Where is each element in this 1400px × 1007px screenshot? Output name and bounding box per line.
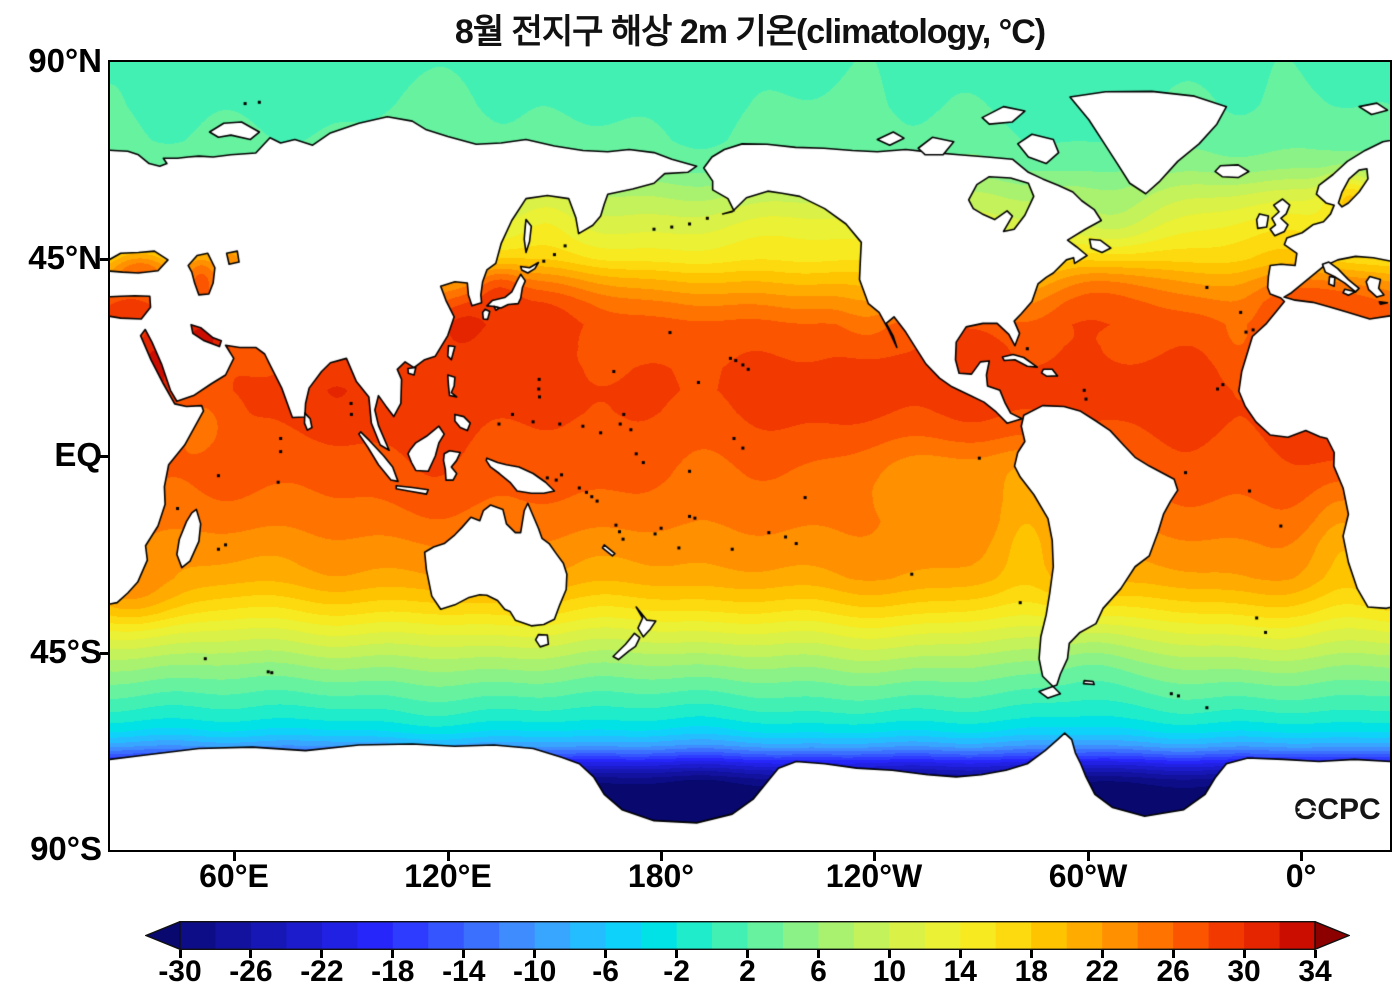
colorbar-tick-label: -18 (371, 955, 415, 988)
lon-label-60w: 60°W (1048, 858, 1128, 894)
lon-label-120e: 120°E (404, 858, 492, 894)
colorbar-tick-label: -14 (442, 955, 486, 988)
colorbar-tick (1313, 950, 1317, 958)
axis-tick (872, 852, 876, 861)
colorbar-tick (533, 950, 537, 958)
axis-tick (1299, 852, 1303, 861)
colorbar-tick (675, 950, 679, 958)
colorbar-tick (604, 950, 608, 958)
axis-tick (232, 852, 236, 861)
colorbar-tick (462, 950, 466, 958)
lon-label-180: 180° (627, 858, 695, 894)
axis-tick (100, 454, 108, 458)
colorbar-tick (391, 950, 395, 958)
colorbar-tick (887, 950, 891, 958)
lat-label-eq: EQ (54, 436, 102, 473)
lon-label-60e: 60°E (199, 858, 269, 894)
colorbar-tick-label: 14 (943, 955, 977, 988)
map-frame: OCPC (108, 60, 1392, 852)
lon-label-0: 0° (1285, 858, 1317, 894)
ocpc-logo: OCPC (1294, 791, 1394, 831)
axis-tick (100, 651, 108, 655)
colorbar-tick-label: 26 (1156, 955, 1190, 988)
colorbar-tick (178, 950, 182, 958)
axis-tick (659, 852, 663, 861)
colorbar-tick-label: -30 (158, 955, 202, 988)
colorbar-tick-label: 22 (1085, 955, 1119, 988)
colorbar-tick-label: 6 (810, 955, 827, 988)
ocean-waves-icon (1297, 805, 1317, 816)
colorbar-tick-label: 18 (1014, 955, 1048, 988)
colorbar-tick (958, 950, 962, 958)
colorbar-tick-label: -26 (229, 955, 273, 988)
lon-label-120w: 120°W (825, 858, 923, 894)
colorbar-tick (746, 950, 749, 958)
colorbar-tick (1029, 950, 1033, 958)
colorbar-tick (249, 950, 253, 958)
colorbar-tick-label: 2 (739, 955, 756, 988)
colorbar-tick-label: -10 (513, 955, 557, 988)
colorbar-tick (1242, 950, 1246, 958)
lat-label-90n: 90°N (28, 42, 102, 79)
colorbar-tick-label: -2 (663, 955, 690, 988)
colorbar-tick-label: -6 (592, 955, 619, 988)
chart-title: 8월 전지구 해상 2m 기온(climatology, °C) (454, 13, 1046, 51)
colorbar-tick-label: 30 (1227, 955, 1261, 988)
world-temperature-map-canvas (110, 62, 1390, 850)
colorbar-tick-label: -22 (300, 955, 344, 988)
lat-label-90s: 90°S (30, 830, 102, 867)
colorbar-tick-label: 10 (872, 955, 907, 988)
lat-label-45s: 45°S (30, 633, 102, 670)
axis-tick (446, 852, 450, 861)
lat-label-45n: 45°N (28, 239, 102, 276)
colorbar-tick (816, 950, 820, 958)
colorbar-gradient (144, 920, 1351, 951)
colorbar (144, 920, 1351, 951)
axis-tick (1086, 852, 1090, 861)
colorbar-tick (1100, 950, 1104, 958)
colorbar-tick (1171, 950, 1175, 958)
colorbar-tick (320, 950, 324, 958)
colorbar-tick-label: 34 (1298, 955, 1332, 988)
axis-tick (100, 257, 108, 261)
